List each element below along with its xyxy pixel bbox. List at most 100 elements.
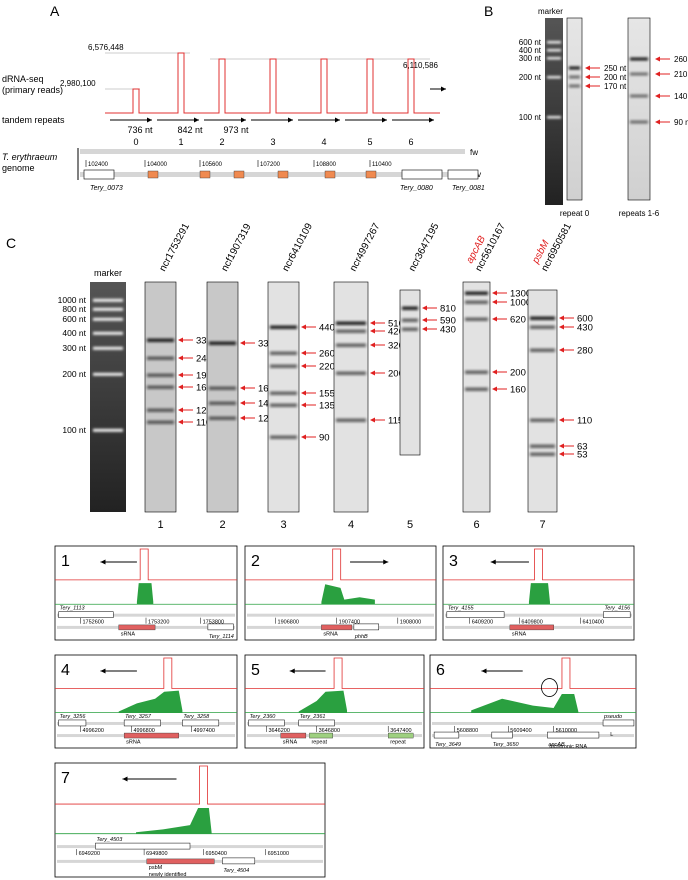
gene-label: phhB bbox=[354, 634, 368, 640]
band-size: 160 bbox=[258, 384, 274, 395]
repeat-box bbox=[324, 170, 336, 179]
marker-band bbox=[547, 57, 561, 60]
gel-band bbox=[147, 385, 174, 389]
arrow-head bbox=[178, 407, 183, 413]
coordinate: 6951000 bbox=[268, 851, 289, 857]
arrow-head bbox=[585, 65, 590, 71]
arrow-head bbox=[178, 355, 183, 361]
repeat-box bbox=[277, 170, 289, 179]
repeat-box bbox=[233, 170, 245, 179]
marker-band bbox=[93, 346, 123, 350]
marker-band bbox=[93, 372, 123, 376]
gel-band bbox=[270, 364, 297, 368]
arrow-head bbox=[481, 668, 487, 674]
band-size: 280 bbox=[577, 346, 593, 357]
arrow-head bbox=[492, 369, 497, 375]
coverage-area bbox=[471, 694, 579, 713]
feature-box bbox=[146, 858, 215, 865]
gene-box bbox=[123, 719, 161, 727]
band-size: 200 nt bbox=[604, 73, 627, 82]
coordinate: 3647400 bbox=[390, 728, 411, 734]
band-size: 160 bbox=[510, 385, 526, 396]
gel-band bbox=[270, 391, 297, 395]
locus-number: 4 bbox=[61, 662, 70, 679]
marker-size: 800 nt bbox=[62, 304, 86, 314]
arrow-head bbox=[301, 434, 306, 440]
track-label: (primary reads) bbox=[2, 85, 63, 95]
gene-label: Tery_0080 bbox=[400, 185, 433, 192]
arrow-head bbox=[178, 337, 183, 343]
coverage-label: 6,110,586 bbox=[403, 61, 439, 70]
arrow-head bbox=[490, 559, 496, 565]
repeat-box bbox=[365, 170, 377, 179]
marker-size: 100 nt bbox=[62, 425, 86, 435]
locus-number: 6 bbox=[436, 662, 445, 679]
interval-label: 736 nt bbox=[127, 125, 153, 135]
strand-bar bbox=[80, 149, 465, 154]
repeats-label: tandem repeats bbox=[2, 115, 65, 125]
strand-bar bbox=[445, 613, 632, 617]
lane-number: 3 bbox=[280, 519, 286, 531]
gel-band bbox=[630, 120, 648, 124]
coordinate: 5610000 bbox=[556, 728, 577, 734]
band-size: 120 bbox=[258, 414, 274, 425]
arrow-head bbox=[335, 117, 340, 123]
band-size: 125 bbox=[196, 406, 212, 417]
arrow-head bbox=[240, 415, 245, 421]
genome-label: T. erythraeum bbox=[2, 152, 58, 162]
arrow-head bbox=[178, 419, 183, 425]
marker-size: 300 nt bbox=[519, 54, 542, 63]
arrow-head bbox=[370, 320, 375, 326]
arrow-head bbox=[100, 559, 106, 565]
gene-box bbox=[433, 731, 460, 739]
locus-panel bbox=[429, 654, 637, 749]
feature-label: psbM bbox=[149, 865, 163, 871]
repeat-number: 6 bbox=[408, 137, 413, 147]
coordinate: 6950400 bbox=[206, 851, 227, 857]
arrow-head bbox=[655, 93, 660, 99]
gel-band bbox=[209, 386, 236, 390]
arrow-head bbox=[559, 417, 564, 423]
band-size: 1000 bbox=[510, 298, 531, 309]
band-size: 110 bbox=[577, 416, 592, 427]
arrow-head bbox=[301, 350, 306, 356]
arrow-head bbox=[492, 386, 497, 392]
gene-box bbox=[83, 169, 115, 180]
coordinate: 102400 bbox=[88, 162, 109, 168]
coverage-trace bbox=[105, 52, 440, 114]
gene-label: pseudo bbox=[603, 714, 622, 720]
band-size: 210 nt bbox=[674, 70, 688, 79]
gel-lane bbox=[206, 281, 239, 513]
band-size: 200 bbox=[388, 369, 404, 380]
gel-lane bbox=[627, 17, 651, 201]
feature-label: sRNA bbox=[121, 631, 136, 637]
coverage-area bbox=[298, 690, 348, 713]
coordinate: 105600 bbox=[202, 162, 223, 168]
gel-band bbox=[402, 306, 418, 310]
gel-band bbox=[530, 325, 555, 329]
arrow-head bbox=[492, 299, 497, 305]
feature-box bbox=[280, 732, 307, 739]
feature-label: repeat bbox=[311, 739, 327, 745]
marker-gel bbox=[90, 282, 126, 512]
arrow-head bbox=[383, 559, 389, 565]
gene-label: Tery_2360 bbox=[250, 714, 277, 720]
repeat-number: 1 bbox=[178, 137, 183, 147]
band-size: 250 nt bbox=[604, 64, 627, 73]
band-size: 240 bbox=[196, 354, 212, 365]
gel-band bbox=[336, 343, 366, 347]
locus-number: 3 bbox=[449, 553, 458, 570]
gel-lane bbox=[527, 289, 558, 513]
gene-label: Tery_3649 bbox=[435, 742, 461, 748]
gel-band bbox=[530, 418, 555, 422]
arrow-head bbox=[655, 56, 660, 62]
coverage-label: 6,576,448 bbox=[88, 43, 124, 52]
marker-band bbox=[93, 298, 123, 302]
band-size: 165 bbox=[196, 383, 212, 394]
gel-band bbox=[336, 321, 366, 325]
repeat-number: 0 bbox=[133, 137, 138, 147]
feature-label: sRNA bbox=[283, 739, 298, 745]
feature-box bbox=[509, 624, 554, 631]
feature-label: sRNA bbox=[126, 739, 141, 745]
arrow-head bbox=[559, 451, 564, 457]
